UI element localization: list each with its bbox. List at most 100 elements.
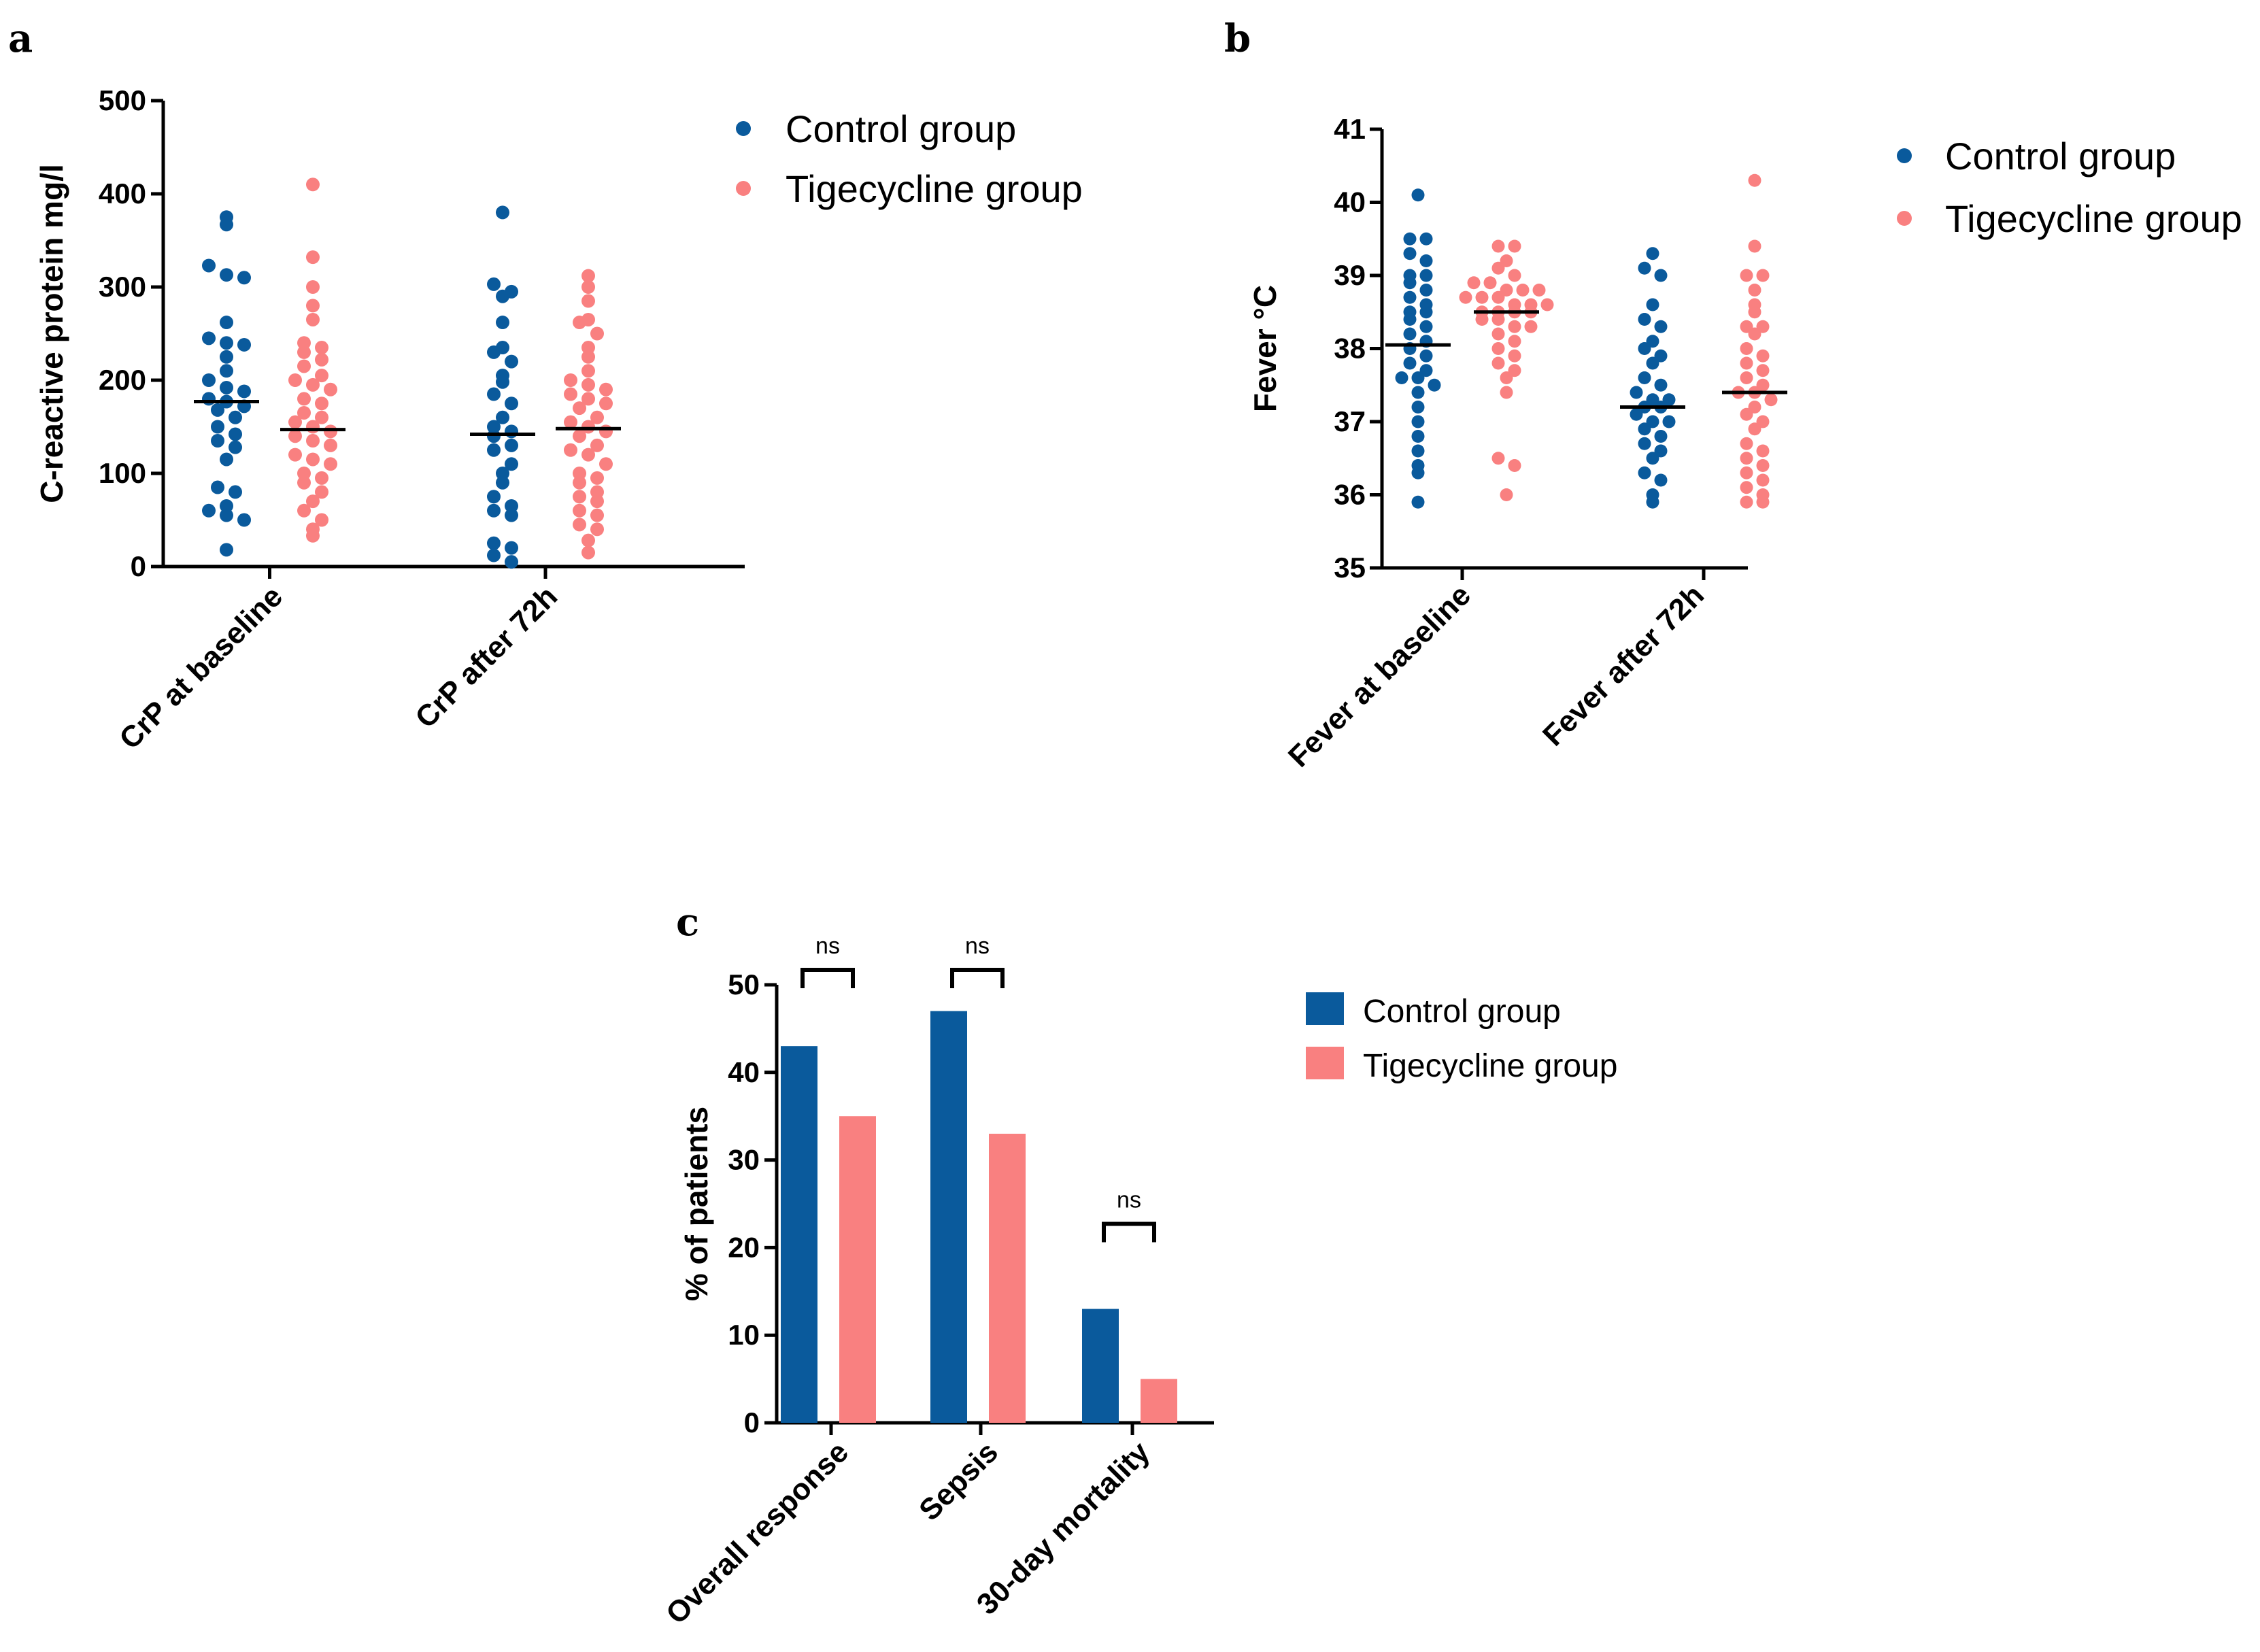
panel-b-point-control	[1403, 247, 1417, 260]
panel-b-point-tigecycline	[1756, 495, 1770, 509]
panel-a-point-tigecycline	[306, 528, 320, 543]
panel-c-legend-marker	[1306, 1047, 1344, 1079]
panel-a-point-control	[220, 316, 233, 330]
panel-a-point-tigecycline	[573, 503, 586, 518]
panel-b-point-control	[1638, 466, 1651, 479]
panel-a-point-tigecycline	[297, 336, 311, 350]
panel-b-point-control	[1646, 247, 1659, 260]
panel-b-point-tigecycline	[1748, 305, 1761, 319]
panel-a-point-control	[220, 380, 233, 394]
panel-b-point-tigecycline	[1756, 444, 1770, 458]
panel-a-point-control	[211, 420, 224, 434]
panel-a-point-control	[487, 429, 501, 443]
panel-b-point-tigecycline	[1491, 239, 1505, 253]
panel-a-point-tigecycline	[590, 438, 604, 452]
panel-a-point-tigecycline	[590, 494, 604, 509]
panel-a-point-tigecycline	[306, 250, 320, 265]
panel-b-point-tigecycline	[1508, 459, 1521, 472]
panel-a-point-tigecycline	[573, 401, 586, 416]
panel-b-point-tigecycline	[1500, 371, 1513, 384]
panel-b-point-control	[1654, 320, 1668, 333]
panel-a-legend-marker	[736, 121, 751, 136]
panel-a-point-tigecycline	[324, 382, 337, 397]
panel-c-bar-control	[930, 1011, 967, 1423]
panel-b-point-tigecycline	[1524, 320, 1538, 333]
panel-a-point-control	[487, 277, 501, 291]
panel-b-point-control	[1403, 313, 1417, 326]
panel-a-point-tigecycline	[581, 280, 595, 294]
panel-a-point-tigecycline	[581, 350, 595, 364]
panel-a-point-tigecycline	[315, 397, 328, 411]
panel-a-point-tigecycline	[573, 475, 586, 490]
panel-c-significance-bracket	[800, 968, 855, 988]
panel-b-point-control	[1638, 437, 1651, 450]
panel-a-point-tigecycline	[573, 316, 586, 330]
panel-a-point-tigecycline	[306, 452, 320, 467]
panel-a-point-tigecycline	[288, 448, 302, 462]
panel-b-y-axis-title: Fever °C	[1247, 285, 1283, 412]
panel-b-point-tigecycline	[1459, 290, 1472, 304]
panel-b-point-control	[1419, 232, 1433, 246]
panel-b-point-tigecycline	[1740, 356, 1753, 370]
panel-a-point-control	[505, 424, 518, 439]
panel-b-point-control	[1654, 473, 1668, 487]
panel-a-point-tigecycline	[590, 522, 604, 537]
panel-a-point-control	[487, 548, 501, 562]
panel-a-point-control	[505, 457, 518, 471]
panel-b-point-control	[1630, 386, 1643, 399]
panel-b-point-tigecycline	[1532, 284, 1546, 297]
panel-b-point-tigecycline	[1756, 364, 1770, 377]
panel-a-y-tick-label: 400	[99, 178, 146, 209]
panel-a-point-control	[202, 258, 216, 273]
panel-b-point-control	[1654, 269, 1668, 282]
panel-b-point-control	[1411, 415, 1425, 428]
panel-a-point-control	[487, 443, 501, 457]
panel-b-point-tigecycline	[1756, 459, 1770, 472]
panel-a-point-tigecycline	[297, 503, 311, 518]
panel-a-point-control	[487, 490, 501, 504]
panel-a-point-control	[202, 503, 216, 518]
panel-a-point-control	[487, 536, 501, 550]
panel-a-point-tigecycline	[581, 294, 595, 308]
panel-b-point-tigecycline	[1508, 269, 1521, 282]
panel-a-point-control	[496, 375, 509, 389]
panel-a-point-control	[202, 392, 216, 406]
panel-a-y-tick-label: 0	[131, 550, 146, 582]
panel-a-point-tigecycline	[581, 377, 595, 392]
panel-a-point-tigecycline	[324, 424, 337, 439]
panel-b-point-tigecycline	[1740, 342, 1753, 355]
panel-a-point-tigecycline	[564, 373, 577, 387]
panel-b-point-control	[1403, 232, 1417, 246]
panel-b-point-tigecycline	[1491, 290, 1505, 304]
panel-b-point-tigecycline	[1508, 335, 1521, 348]
panel-b-point-tigecycline	[1740, 481, 1753, 494]
panel-a-point-control	[496, 289, 509, 303]
panel-a-point-tigecycline	[315, 471, 328, 485]
panel-b-point-tigecycline	[1740, 495, 1753, 509]
panel-a-point-tigecycline	[288, 415, 302, 429]
panel-b-point-control	[1411, 401, 1425, 414]
panel-a-point-tigecycline	[581, 364, 595, 378]
panel-c-y-tick-label: 50	[728, 968, 760, 1000]
panel-a-point-control	[220, 268, 233, 282]
panel-b-point-tigecycline	[1516, 284, 1530, 297]
panel-a-point-tigecycline	[315, 485, 328, 499]
panel-a-point-control	[220, 499, 233, 513]
panel-b-point-control	[1411, 371, 1425, 384]
panel-a-point-tigecycline	[306, 178, 320, 192]
panel-b-point-tigecycline	[1491, 452, 1505, 465]
panel-c-significance-label: ns	[815, 933, 840, 959]
panel-a-point-control	[237, 337, 251, 352]
panel-a-point-control	[487, 345, 501, 359]
panel-b-point-tigecycline	[1475, 313, 1489, 326]
panel-b-point-tigecycline	[1764, 393, 1778, 407]
panel-b-point-control	[1638, 342, 1651, 355]
panel-a-point-tigecycline	[324, 457, 337, 471]
panel-b-point-control	[1411, 466, 1425, 479]
panel-b-point-control	[1428, 378, 1441, 392]
panel-a-point-tigecycline	[315, 352, 328, 367]
panel-a-point-control	[220, 218, 233, 232]
panel-c-y-tick-label: 10	[728, 1319, 760, 1351]
panel-a-point-tigecycline	[573, 467, 586, 480]
panel-a-point-control	[220, 543, 233, 557]
